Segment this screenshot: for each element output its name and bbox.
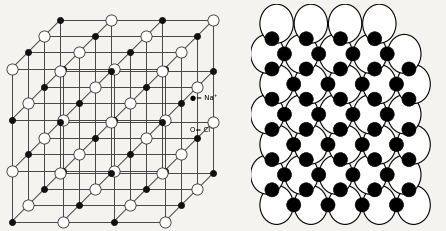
Ellipse shape bbox=[319, 35, 352, 74]
Ellipse shape bbox=[265, 153, 279, 167]
Ellipse shape bbox=[319, 155, 352, 194]
Ellipse shape bbox=[334, 123, 347, 137]
Ellipse shape bbox=[334, 33, 347, 47]
Ellipse shape bbox=[312, 48, 326, 62]
Ellipse shape bbox=[346, 48, 360, 62]
Ellipse shape bbox=[363, 186, 396, 225]
Ellipse shape bbox=[265, 123, 279, 137]
Ellipse shape bbox=[260, 5, 293, 44]
Ellipse shape bbox=[277, 168, 292, 182]
Ellipse shape bbox=[265, 33, 279, 47]
Ellipse shape bbox=[353, 35, 387, 74]
Ellipse shape bbox=[312, 108, 326, 122]
Ellipse shape bbox=[277, 108, 292, 122]
Ellipse shape bbox=[294, 186, 327, 225]
Ellipse shape bbox=[299, 63, 313, 77]
Ellipse shape bbox=[353, 155, 387, 194]
Text: ●= Na⁺: ●= Na⁺ bbox=[190, 94, 218, 100]
Ellipse shape bbox=[397, 125, 430, 164]
Ellipse shape bbox=[368, 93, 382, 107]
Ellipse shape bbox=[328, 186, 362, 225]
Ellipse shape bbox=[334, 183, 347, 197]
Ellipse shape bbox=[388, 155, 421, 194]
Ellipse shape bbox=[294, 125, 327, 164]
Ellipse shape bbox=[319, 95, 352, 134]
Ellipse shape bbox=[346, 168, 360, 182]
Ellipse shape bbox=[285, 95, 318, 134]
Ellipse shape bbox=[299, 153, 313, 167]
Ellipse shape bbox=[353, 95, 387, 134]
Ellipse shape bbox=[368, 33, 382, 47]
Ellipse shape bbox=[334, 63, 347, 77]
Ellipse shape bbox=[355, 78, 369, 92]
Ellipse shape bbox=[402, 63, 416, 77]
Ellipse shape bbox=[388, 35, 421, 74]
Ellipse shape bbox=[260, 65, 293, 104]
Ellipse shape bbox=[328, 65, 362, 104]
Ellipse shape bbox=[380, 108, 394, 122]
Ellipse shape bbox=[368, 153, 382, 167]
Ellipse shape bbox=[368, 123, 382, 137]
Ellipse shape bbox=[277, 48, 292, 62]
Ellipse shape bbox=[299, 183, 313, 197]
Ellipse shape bbox=[355, 198, 369, 212]
Ellipse shape bbox=[397, 186, 430, 225]
Ellipse shape bbox=[260, 186, 293, 225]
Ellipse shape bbox=[321, 138, 335, 152]
Ellipse shape bbox=[265, 63, 279, 77]
Ellipse shape bbox=[299, 33, 313, 47]
Ellipse shape bbox=[260, 125, 293, 164]
Ellipse shape bbox=[368, 183, 382, 197]
Ellipse shape bbox=[389, 198, 404, 212]
Ellipse shape bbox=[321, 78, 335, 92]
Ellipse shape bbox=[299, 93, 313, 107]
Ellipse shape bbox=[363, 65, 396, 104]
Ellipse shape bbox=[402, 183, 416, 197]
Ellipse shape bbox=[251, 35, 284, 74]
Ellipse shape bbox=[346, 108, 360, 122]
Ellipse shape bbox=[328, 125, 362, 164]
Ellipse shape bbox=[285, 35, 318, 74]
Ellipse shape bbox=[334, 93, 347, 107]
Ellipse shape bbox=[380, 48, 394, 62]
Ellipse shape bbox=[402, 123, 416, 137]
Ellipse shape bbox=[368, 63, 382, 77]
Ellipse shape bbox=[402, 93, 416, 107]
Ellipse shape bbox=[265, 183, 279, 197]
Ellipse shape bbox=[299, 123, 313, 137]
Ellipse shape bbox=[265, 93, 279, 107]
Ellipse shape bbox=[389, 78, 404, 92]
Ellipse shape bbox=[363, 125, 396, 164]
Ellipse shape bbox=[402, 153, 416, 167]
Text: O= Cl⁻: O= Cl⁻ bbox=[190, 126, 214, 132]
Ellipse shape bbox=[287, 138, 301, 152]
Ellipse shape bbox=[285, 155, 318, 194]
Ellipse shape bbox=[397, 65, 430, 104]
Ellipse shape bbox=[389, 138, 404, 152]
Ellipse shape bbox=[294, 65, 327, 104]
Ellipse shape bbox=[287, 78, 301, 92]
Ellipse shape bbox=[355, 138, 369, 152]
Ellipse shape bbox=[334, 153, 347, 167]
Ellipse shape bbox=[328, 5, 362, 44]
Ellipse shape bbox=[380, 168, 394, 182]
Ellipse shape bbox=[363, 5, 396, 44]
Ellipse shape bbox=[251, 95, 284, 134]
Ellipse shape bbox=[287, 198, 301, 212]
Ellipse shape bbox=[321, 198, 335, 212]
Ellipse shape bbox=[388, 95, 421, 134]
Ellipse shape bbox=[251, 155, 284, 194]
Ellipse shape bbox=[312, 168, 326, 182]
Ellipse shape bbox=[294, 5, 327, 44]
